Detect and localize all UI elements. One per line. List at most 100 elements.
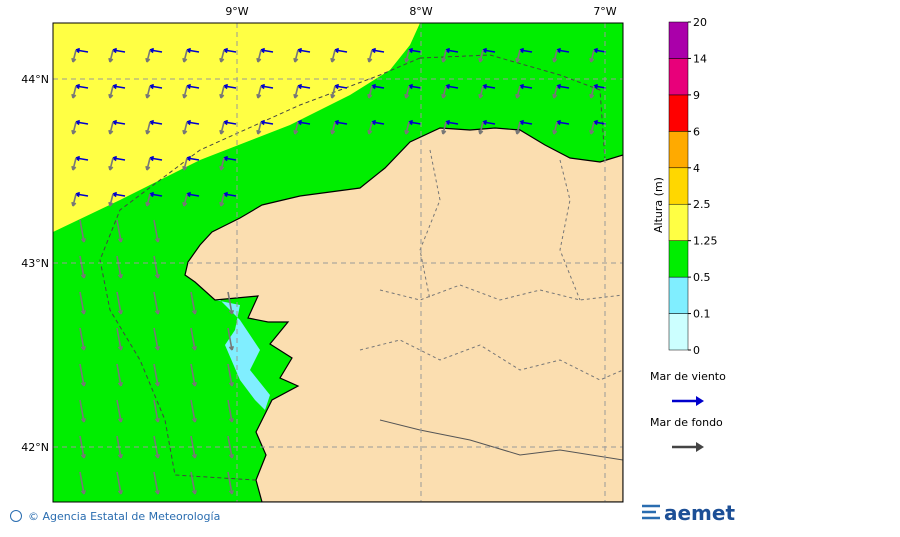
arrow-head bbox=[108, 129, 114, 135]
arrow bbox=[371, 121, 385, 125]
arrow-head bbox=[228, 381, 235, 387]
arrow bbox=[116, 255, 122, 279]
arrow-head bbox=[404, 129, 410, 135]
colorbar-label: 0.1 bbox=[693, 308, 711, 321]
arrow bbox=[482, 49, 496, 53]
arrow-head bbox=[515, 129, 521, 135]
arrow-head bbox=[404, 57, 410, 63]
arrow bbox=[223, 121, 237, 125]
arrow bbox=[79, 399, 85, 423]
arrow bbox=[220, 157, 225, 171]
arrow-head bbox=[441, 129, 447, 135]
lon-label: 8°W bbox=[409, 5, 432, 18]
arrow-head bbox=[228, 489, 235, 495]
arrow-head bbox=[145, 93, 151, 99]
arrow bbox=[593, 49, 607, 53]
lon-label: 9°W bbox=[225, 5, 248, 18]
arrow bbox=[220, 193, 225, 207]
arrow bbox=[79, 219, 85, 243]
arrow bbox=[519, 49, 533, 53]
colorbar-segment bbox=[668, 21, 689, 59]
credit: © Agencia Estatal de Meteorología bbox=[28, 510, 220, 523]
arrow-head bbox=[228, 345, 235, 351]
arrow bbox=[260, 121, 274, 125]
colorbar-label: 14 bbox=[693, 52, 707, 65]
arrow-head bbox=[191, 381, 198, 387]
arrow bbox=[260, 85, 274, 89]
arrow bbox=[479, 121, 484, 135]
arrow bbox=[482, 85, 496, 89]
arrow-head bbox=[441, 57, 447, 63]
copyright-ring bbox=[10, 510, 22, 522]
arrow-head bbox=[117, 345, 124, 351]
colorbar-label: 6 bbox=[693, 125, 700, 138]
arrow-head bbox=[228, 453, 235, 459]
colorbar-label: 4 bbox=[693, 162, 700, 175]
arrow bbox=[186, 49, 200, 53]
arrow bbox=[79, 255, 85, 279]
arrow-head bbox=[145, 201, 151, 207]
arrow bbox=[297, 49, 311, 53]
arrow bbox=[590, 121, 595, 135]
arrows bbox=[71, 47, 607, 495]
legend: Mar de viento Mar de fondo bbox=[650, 370, 726, 452]
arrow-head bbox=[71, 201, 77, 207]
arrow bbox=[79, 471, 85, 495]
arrow bbox=[516, 49, 521, 63]
arrow bbox=[297, 121, 311, 125]
arrow-head bbox=[293, 93, 299, 99]
arrow bbox=[79, 363, 85, 387]
arrow-head bbox=[117, 453, 124, 459]
arrow bbox=[519, 85, 533, 89]
arrow-head bbox=[71, 165, 77, 171]
arrow-head bbox=[478, 93, 484, 99]
arrow-head bbox=[117, 237, 124, 243]
arrow-head bbox=[108, 57, 114, 63]
arrow-head bbox=[71, 129, 77, 135]
arrow bbox=[227, 435, 233, 459]
arrow bbox=[405, 49, 410, 63]
arrow bbox=[146, 121, 151, 135]
arrow bbox=[112, 121, 126, 125]
arrow-head bbox=[367, 129, 373, 135]
arrow-head bbox=[80, 309, 87, 315]
arrow bbox=[183, 193, 188, 207]
colorbar-label: 0 bbox=[693, 344, 700, 357]
arrow-head bbox=[117, 309, 124, 315]
colorbar-title: Altura (m) bbox=[652, 177, 665, 233]
arrow-head bbox=[71, 57, 77, 63]
arrow bbox=[116, 291, 122, 315]
arrow bbox=[334, 49, 348, 53]
arrow bbox=[186, 157, 200, 161]
arrow bbox=[112, 85, 126, 89]
arrow bbox=[442, 85, 447, 99]
arrow-head bbox=[154, 381, 161, 387]
arrow-head bbox=[154, 489, 161, 495]
arrow-head bbox=[330, 57, 336, 63]
colorbar-segment bbox=[668, 167, 689, 205]
arrow bbox=[257, 121, 262, 135]
arrow bbox=[516, 121, 521, 135]
arrow bbox=[479, 49, 484, 63]
arrow bbox=[220, 121, 225, 135]
arrow bbox=[75, 49, 89, 53]
arrow bbox=[294, 49, 299, 63]
arrow-head bbox=[117, 273, 124, 279]
arrow bbox=[116, 363, 122, 387]
arrow bbox=[556, 121, 570, 125]
arrow bbox=[297, 85, 311, 89]
arrow bbox=[331, 49, 336, 63]
arrow-head bbox=[478, 129, 484, 135]
arrow bbox=[556, 49, 570, 53]
arrow-head bbox=[154, 345, 161, 351]
arrow bbox=[149, 49, 163, 53]
arrow bbox=[442, 121, 447, 135]
graticule bbox=[53, 23, 623, 502]
arrow-head bbox=[182, 129, 188, 135]
arrow bbox=[590, 85, 595, 99]
arrow bbox=[186, 193, 200, 197]
arrow bbox=[479, 85, 484, 99]
arrow-head bbox=[219, 57, 225, 63]
arrow bbox=[227, 327, 233, 351]
lat-label: 44°N bbox=[21, 73, 49, 86]
